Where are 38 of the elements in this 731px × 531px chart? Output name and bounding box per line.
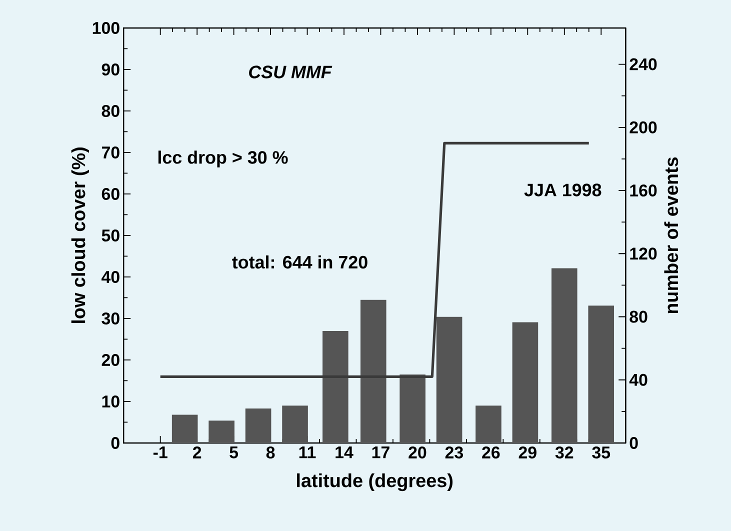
x-tick-label: -1 <box>153 446 168 458</box>
y-tick-label: 90 <box>102 63 120 76</box>
x-tick-label: 11 <box>299 446 316 458</box>
y-tick-label: 20 <box>102 354 120 366</box>
y2-tick-label: 0 <box>630 436 638 449</box>
y-tick-label: 30 <box>102 312 120 324</box>
x-tick-label: 35 <box>592 446 610 459</box>
y-tick-label: 100 <box>92 22 120 34</box>
x-tick-label: 23 <box>445 446 463 459</box>
y-tick-label: 60 <box>102 188 120 200</box>
y-tick-label: 70 <box>102 146 120 158</box>
y2-tick-label: 120 <box>630 248 657 260</box>
y2-tick-label: 160 <box>630 184 657 197</box>
y-tick-label: 80 <box>102 104 120 117</box>
y2-tick-label: 40 <box>629 374 648 386</box>
y-tick-label: 50 <box>102 229 120 242</box>
x-axis-title: latitude (degrees) <box>297 473 453 492</box>
x-tick-label: 5 <box>230 446 238 458</box>
x-tick-label: 26 <box>482 446 500 459</box>
x-tick-label: 32 <box>555 446 574 459</box>
x-tick-label: 2 <box>192 446 202 458</box>
y-tick-label: 40 <box>102 270 120 283</box>
x-tick-label: 29 <box>518 446 536 459</box>
x-tick-label: 17 <box>372 446 390 458</box>
y2-tick-label: 240 <box>630 58 657 70</box>
y-tick-label: 10 <box>102 395 120 408</box>
y2-tick-label: 200 <box>630 121 657 134</box>
y-tick-label: 0 <box>111 436 120 449</box>
x-tick-label: 14 <box>336 446 354 458</box>
y-axis-title: low cloud cover (%) <box>71 148 89 324</box>
x-tick-label: 20 <box>408 446 426 459</box>
annotation: JJA 1998 <box>524 184 602 196</box>
annotation: CSU MMF <box>249 66 332 78</box>
y2-tick-label: 80 <box>630 310 648 323</box>
annotation: total: 644 in 720 <box>232 255 368 269</box>
x-tick-label: 8 <box>266 446 275 459</box>
annotation: lcc drop > 30 % <box>158 150 288 168</box>
y2-axis-title: number of events <box>664 157 678 314</box>
